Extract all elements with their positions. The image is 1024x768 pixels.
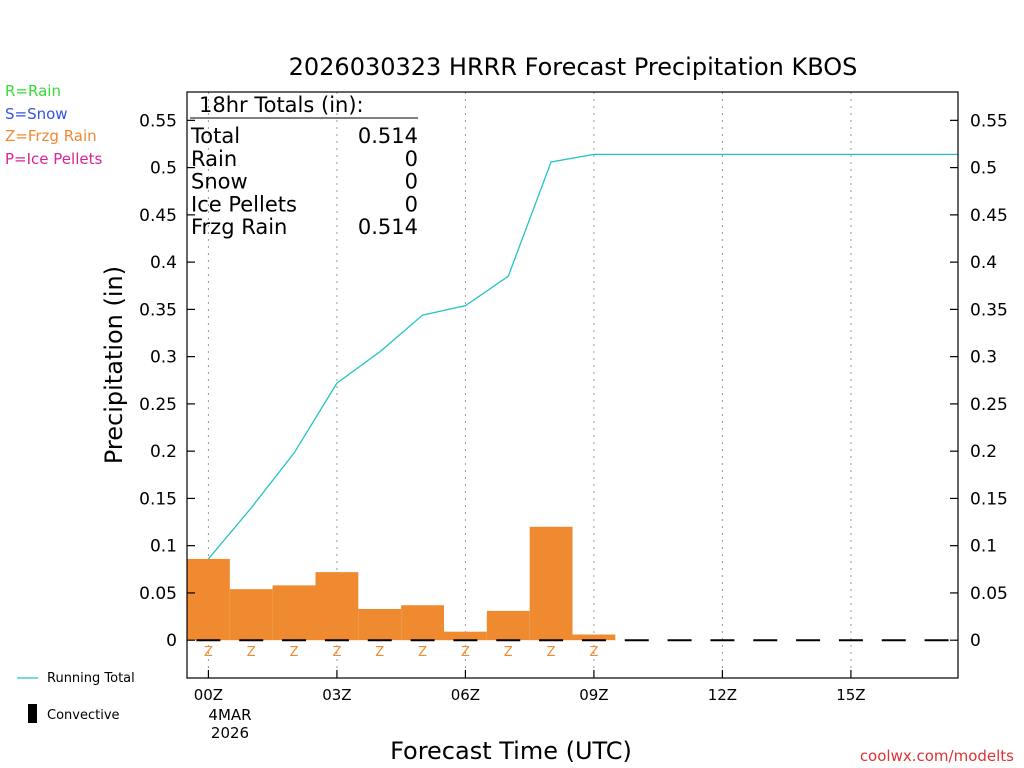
y-tick-label-left: 0.05	[139, 584, 177, 604]
y-tick-label-left: 0.3	[150, 348, 177, 368]
y-tick-label-left: 0.25	[139, 395, 177, 415]
totals-row-value: 0	[405, 192, 418, 216]
precip-type-label: Z	[504, 645, 513, 660]
precip-type-label: Z	[461, 645, 470, 660]
x-axis-title: Forecast Time (UTC)	[390, 737, 632, 765]
y-axis-title: Precipitation (in)	[100, 266, 128, 464]
y-tick-label-right: 0.45	[970, 206, 1008, 226]
y-tick-label-right: 0.4	[970, 253, 997, 273]
legend-rain: R=Rain	[5, 82, 61, 100]
y-tick-label-right: 0.5	[970, 159, 997, 179]
precip-bar	[486, 610, 530, 641]
totals-row-value: 0	[405, 170, 418, 194]
y-tick-label-right: 0.05	[970, 584, 1008, 604]
y-tick-label-left: 0.2	[150, 442, 177, 462]
precip-bar	[315, 572, 359, 641]
y-tick-label-left: 0.55	[139, 111, 177, 131]
y-tick-label-left: 0.1	[150, 537, 177, 557]
precip-type-label: Z	[332, 645, 341, 660]
x-tick-label: 09Z	[579, 686, 608, 704]
legend-running-total: Running Total	[47, 671, 135, 686]
totals-row-value: 0.514	[358, 124, 418, 148]
x-tick-label: 06Z	[451, 686, 480, 704]
totals-row-label: Rain	[191, 147, 237, 171]
y-tick-label-left: 0.45	[139, 206, 177, 226]
y-tick-label-left: 0.4	[150, 253, 177, 273]
totals-box: 18hr Totals (in): Total 0.514 Rain 0 Snow 0 Ic…	[190, 93, 418, 239]
date-label-month: 4MAR	[208, 706, 251, 724]
precip-bar	[187, 558, 230, 641]
x-tick-label: 03Z	[322, 686, 351, 704]
totals-row-value: 0.514	[358, 215, 418, 239]
precip-type-label: Z	[204, 645, 213, 660]
precip-type-label: Z	[247, 645, 256, 660]
legend-convective: Convective	[47, 708, 120, 723]
precip-type-label: Z	[589, 645, 598, 660]
x-axis-ticks: 00Z 03Z 06Z 09Z 12Z 15Z	[194, 670, 866, 704]
y-tick-label-right: 0.3	[970, 348, 997, 368]
legend-frzg-rain: Z=Frzg Rain	[5, 127, 97, 145]
chart-title: 2026030323 HRRR Forecast Precipitation K…	[289, 53, 858, 81]
totals-row-label: Frzg Rain	[191, 215, 287, 239]
date-label-year: 2026	[211, 724, 249, 742]
x-tick-label: 12Z	[708, 686, 737, 704]
precip-type-label: Z	[418, 645, 427, 660]
legend-snow: S=Snow	[5, 105, 68, 123]
totals-row-label: Ice Pellets	[191, 192, 297, 216]
precip-bar	[572, 634, 616, 641]
y-tick-label-left: 0	[166, 631, 177, 651]
precip-bar	[444, 631, 487, 641]
legend-ice-pellets: P=Ice Pellets	[5, 150, 102, 168]
precip-bar	[401, 605, 444, 641]
precip-bar	[229, 589, 273, 641]
totals-header: 18hr Totals (in):	[199, 93, 364, 117]
y-tick-label-right: 0	[970, 631, 981, 651]
credit-text: coolwx.com/modelts	[860, 747, 1014, 765]
y-axis-ticks: 0 00.05 0.050.1 0.10.15 0.150.2 0.20.25 0.250.…	[139, 111, 1008, 651]
y-tick-label-left: 0.15	[139, 489, 177, 509]
precip-bar	[529, 526, 573, 641]
y-tick-label-right: 0.15	[970, 489, 1008, 509]
y-tick-label-right: 0.55	[970, 111, 1008, 131]
precip-type-label: Z	[290, 645, 299, 660]
precip-type-label: Z	[375, 645, 384, 660]
totals-row-label: Snow	[191, 170, 248, 194]
running-total-line	[207, 153, 958, 560]
legend-convective-swatch	[28, 704, 37, 723]
precip-bar	[272, 585, 316, 641]
x-tick-label: 00Z	[194, 686, 223, 704]
precip-bar	[358, 609, 402, 641]
y-tick-label-left: 0.5	[150, 159, 177, 179]
y-tick-label-right: 0.1	[970, 537, 997, 557]
y-tick-label-right: 0.25	[970, 395, 1008, 415]
totals-row-value: 0	[405, 147, 418, 171]
totals-row-label: Total	[190, 124, 240, 148]
y-tick-label-right: 0.2	[970, 442, 997, 462]
x-tick-label: 15Z	[836, 686, 865, 704]
bars-group	[187, 526, 616, 641]
plot-frame	[186, 91, 959, 679]
y-tick-label-left: 0.35	[139, 300, 177, 320]
precip-type-label: Z	[547, 645, 556, 660]
y-tick-label-right: 0.35	[970, 300, 1008, 320]
